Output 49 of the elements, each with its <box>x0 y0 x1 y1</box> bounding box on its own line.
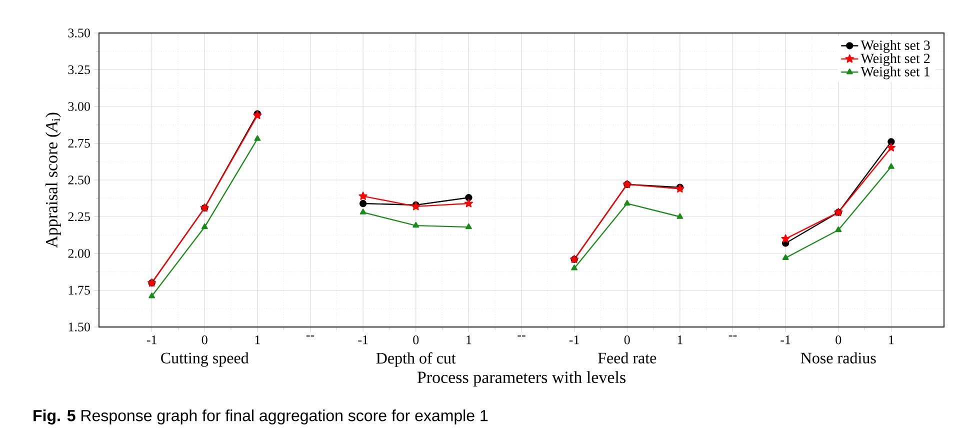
x-tick-label: 1 <box>255 336 260 344</box>
x-axis-title: Process parameters with levels <box>417 371 626 387</box>
x-tick-label: 0 <box>836 336 842 344</box>
x-tick-label: -1 <box>358 336 368 344</box>
text: Nose radius <box>800 352 876 364</box>
x-tick-label: 0 <box>624 336 630 344</box>
point <box>360 208 366 214</box>
point <box>888 163 894 169</box>
x-tick-label: 0 <box>202 336 208 344</box>
text: Depth of cut <box>376 352 456 367</box>
x-tick-label: -1 <box>146 336 156 344</box>
y-tick-label: 3.50 <box>68 28 90 38</box>
text: Cutting speed <box>161 352 249 367</box>
x-tick-label: 1 <box>678 336 682 344</box>
legend-label: Weight set 2 <box>860 53 930 66</box>
text: Feed rate <box>598 352 656 364</box>
x-tick-label: -1 <box>780 336 790 344</box>
legend-label: Weight set 3 <box>860 40 930 53</box>
point <box>782 254 789 260</box>
y-tick-label: 3.25 <box>68 65 90 74</box>
point <box>571 264 578 270</box>
y-tick-label: 1.50 <box>68 322 90 332</box>
point <box>888 138 895 146</box>
x-tick-label: -1 <box>569 336 579 344</box>
point <box>886 143 896 152</box>
text: Fig. 5 Response graph for final aggregation score for example 1 <box>34 410 488 424</box>
point <box>465 223 472 230</box>
point <box>676 213 684 219</box>
y-tick-label: 2.50 <box>68 176 90 184</box>
point <box>624 200 630 206</box>
point <box>254 135 261 141</box>
point <box>148 292 156 298</box>
point <box>358 192 368 200</box>
legend-label: Weight set 1 <box>860 66 930 80</box>
y-tick-label: 1.75 <box>68 286 90 295</box>
x-tick-label: 0 <box>413 336 419 344</box>
point <box>464 199 473 208</box>
x-tick-label: 1 <box>466 336 472 344</box>
point <box>465 194 472 202</box>
point <box>201 223 208 230</box>
y-tick-label: 2.00 <box>68 249 90 258</box>
y-tick-label: 3.00 <box>68 102 90 111</box>
y-tick-label: 2.75 <box>68 138 90 148</box>
point <box>359 200 367 208</box>
point <box>412 222 420 228</box>
x-tick-label: 1 <box>889 336 894 344</box>
point <box>835 226 842 232</box>
point <box>781 234 790 243</box>
y-tick-label: 2.25 <box>68 212 90 222</box>
